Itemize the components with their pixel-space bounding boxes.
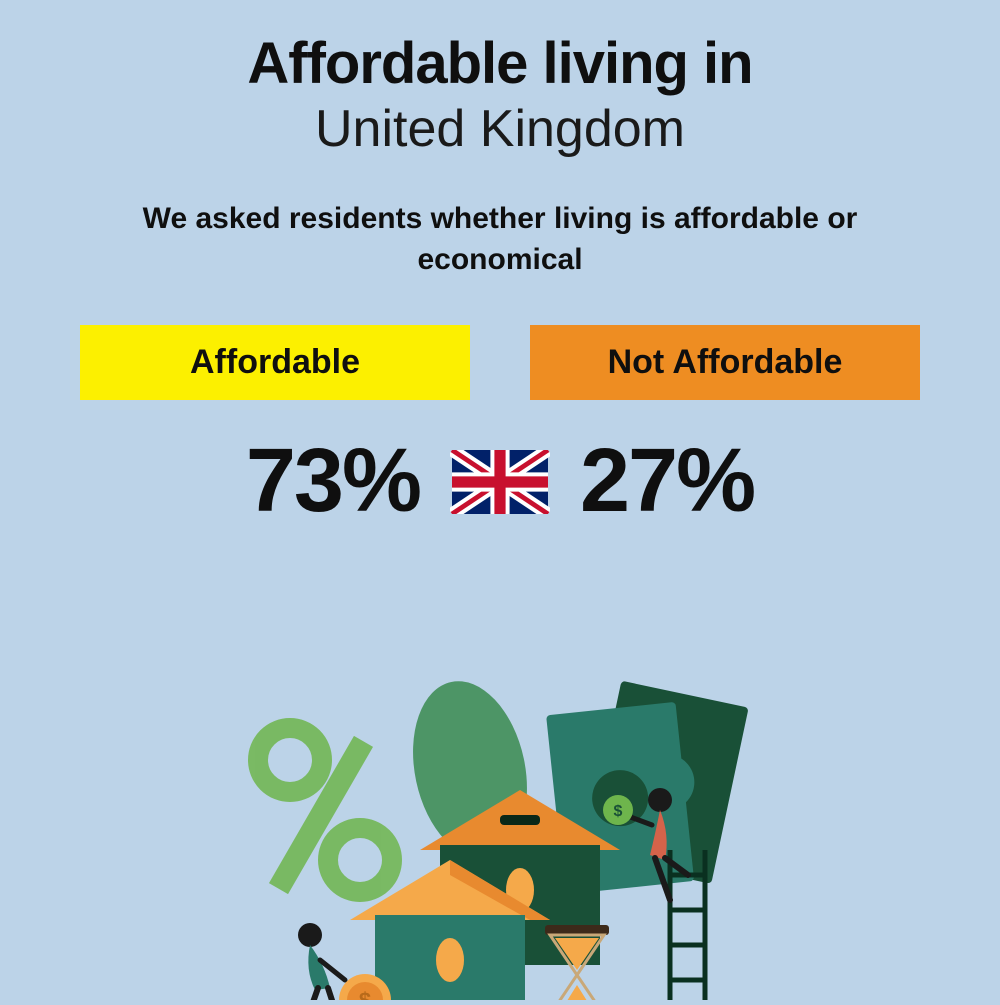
not-affordable-label-box: Not Affordable [530,325,920,400]
savings-house-illustration-icon: $ $ [190,660,810,1000]
affordable-label-box: Affordable [80,325,470,400]
header: Affordable living in United Kingdom [0,0,1000,159]
title-regular: United Kingdom [0,99,1000,159]
svg-text:$: $ [359,988,371,1000]
affordable-percent: 73% [246,430,420,533]
not-affordable-percent: 27% [580,430,754,533]
subtitle: We asked residents whether living is aff… [120,199,880,280]
title-bold: Affordable living in [0,30,1000,97]
uk-flag-icon [450,450,550,514]
percent-row: 73% 27% [0,430,1000,533]
not-affordable-column: Not Affordable [530,325,920,400]
stats-row: Affordable Not Affordable [0,325,1000,400]
affordable-column: Affordable [80,325,470,400]
svg-text:$: $ [614,803,623,820]
